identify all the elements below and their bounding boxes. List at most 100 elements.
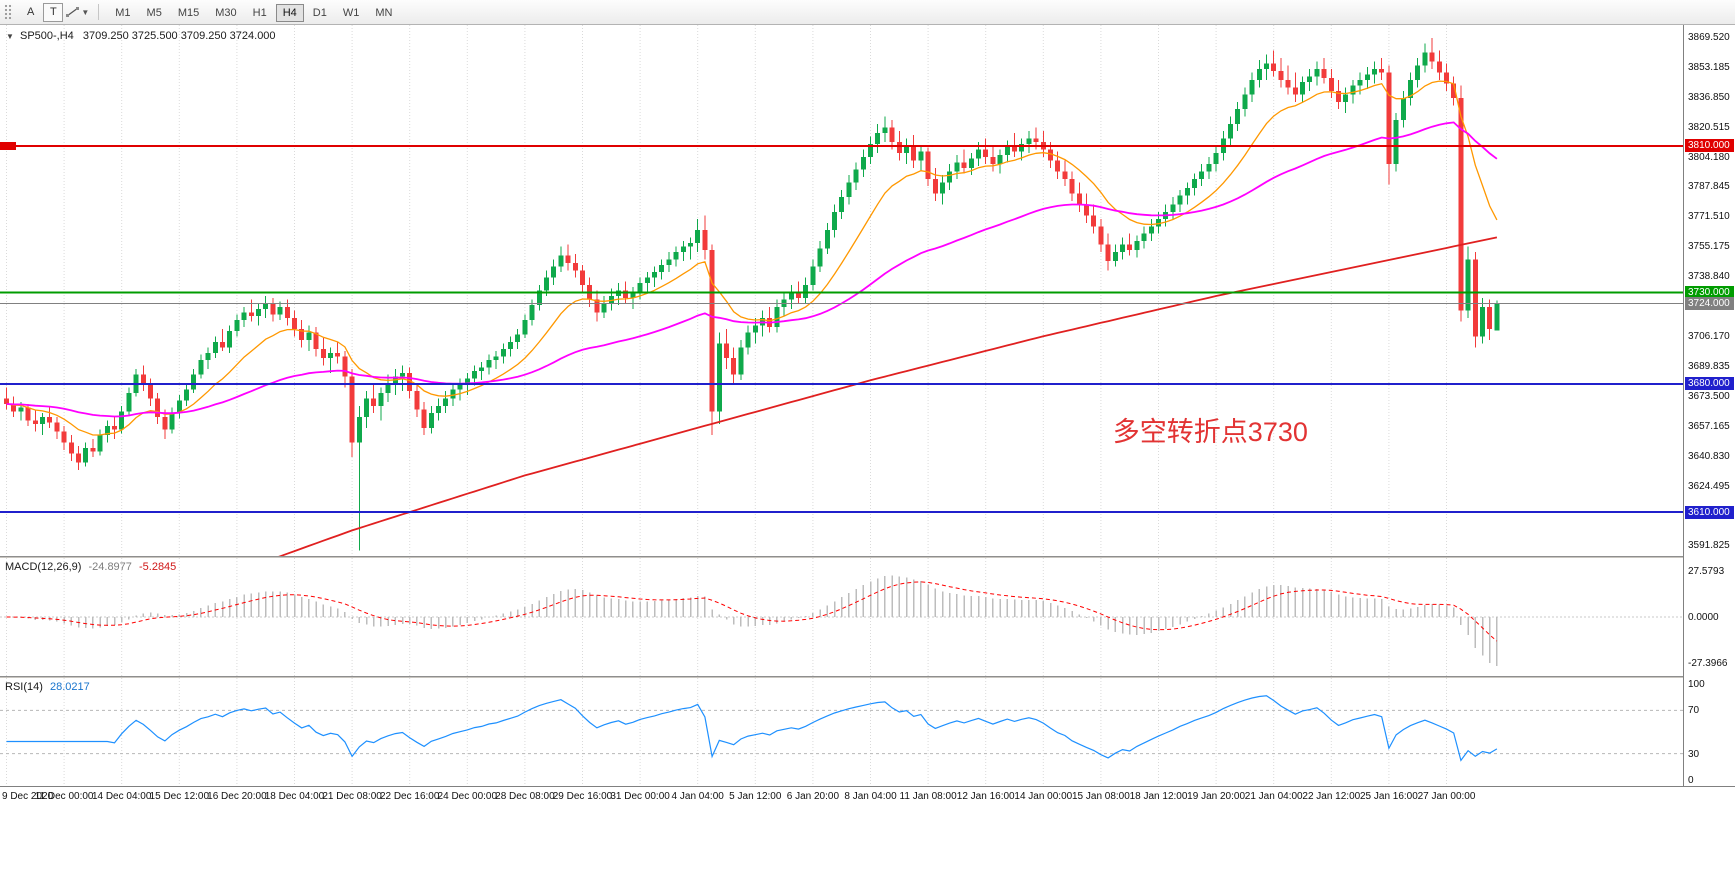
price-tick-label: 3689.835 — [1688, 360, 1730, 372]
time-axis-label: 12 Jan 16:00 — [956, 791, 1015, 802]
time-axis-label: 27 Jan 00:00 — [1417, 791, 1476, 802]
candle-wicks — [6, 37, 1498, 551]
price-tick-label: 3820.515 — [1688, 121, 1730, 133]
candle-bodies — [4, 52, 1500, 463]
time-axis-label: 15 Dec 12:00 — [149, 791, 210, 802]
price-tick-label: 3804.180 — [1688, 151, 1730, 163]
macd-histogram — [12, 575, 1498, 667]
price-tick-label: 3673.500 — [1688, 390, 1730, 402]
annotation-tool-button[interactable]: A — [20, 3, 41, 22]
rsi-header: RSI(14) 28.0217 — [5, 681, 90, 693]
time-axis-label: 22 Dec 16:00 — [379, 791, 440, 802]
time-axis-label: 28 Dec 08:00 — [495, 791, 555, 802]
price-chart-canvas[interactable] — [0, 25, 1683, 556]
text-tool-button[interactable]: T — [43, 2, 64, 22]
toolbar-separator — [98, 4, 100, 20]
time-axis-label: 4 Jan 04:00 — [671, 791, 724, 802]
chart-annotation-text[interactable]: 多空转折点3730 — [1112, 416, 1308, 447]
timeframe-button-d1[interactable]: D1 — [306, 4, 334, 22]
shapes-tool-button[interactable]: ▼ — [65, 2, 90, 23]
price-tick-label: 3869.520 — [1688, 31, 1730, 43]
price-tag-3810.000[interactable]: 3810.000 — [1685, 139, 1734, 153]
price-tick-label: 3738.840 — [1688, 271, 1730, 283]
macd-label: MACD(12,26,9) — [5, 561, 82, 573]
time-axis-label: 22 Jan 12:00 — [1302, 791, 1361, 802]
macd-canvas[interactable] — [0, 558, 1683, 676]
time-axis-label: 25 Jan 16:00 — [1359, 791, 1418, 802]
time-axis-label: 18 Jan 12:00 — [1129, 791, 1188, 802]
time-axis-label: 18 Dec 04:00 — [264, 791, 325, 802]
time-axis-label: 29 Dec 16:00 — [552, 791, 613, 802]
time-axis-label: 14 Dec 04:00 — [91, 791, 152, 802]
time-axis-label: 8 Jan 04:00 — [844, 791, 897, 802]
chart-header: ▼ SP500-,H4 3709.250 3725.500 3709.250 3… — [6, 30, 276, 42]
panel-divider[interactable] — [0, 676, 1735, 678]
chart-ohlc-values: 3709.250 3725.500 3709.250 3724.000 — [82, 30, 276, 42]
macd-value-signal: -5.2845 — [138, 561, 177, 573]
time-axis-label: 11 Dec 00:00 — [34, 791, 94, 802]
price-tick-label: 3706.170 — [1688, 330, 1730, 342]
price-tick-label: 3787.845 — [1688, 181, 1730, 193]
price-tag-3724.000[interactable]: 3724.000 — [1685, 296, 1734, 310]
timeframe-button-m5[interactable]: M5 — [140, 4, 169, 22]
timeframe-button-h4[interactable]: H4 — [275, 3, 304, 22]
macd-axis-label: 27.5793 — [1688, 565, 1725, 577]
rsi-axis-label: 0 — [1688, 775, 1694, 786]
time-axis-label: 31 Dec 00:00 — [610, 791, 670, 802]
price-tick-label: 3624.495 — [1688, 480, 1730, 492]
time-axis-label: 15 Jan 08:00 — [1071, 791, 1130, 802]
time-axis-label: 24 Dec 00:00 — [437, 791, 498, 802]
timeframe-button-h1[interactable]: H1 — [246, 4, 274, 22]
time-axis-label: 16 Dec 20:00 — [207, 791, 267, 802]
macd-signal-line — [6, 581, 1498, 642]
price-tick-label: 3640.830 — [1688, 450, 1730, 462]
time-axis-label: 5 Jan 12:00 — [729, 791, 782, 802]
price-axis[interactable]: 3810.000 3730.000 3724.000 3680.000 3610.000… — [1683, 25, 1735, 786]
rsi-line — [6, 695, 1498, 762]
time-axis-label: 14 Jan 00:00 — [1014, 791, 1073, 802]
horizontal-lines — [0, 144, 1683, 514]
price-tag-3610.000[interactable]: 3610.000 — [1685, 505, 1734, 519]
timeframe-button-mn[interactable]: MN — [368, 4, 399, 22]
time-axis-label: 6 Jan 20:00 — [786, 791, 840, 802]
time-axis-label: 11 Jan 08:00 — [899, 791, 957, 802]
chart-symbol-label: SP500-,H4 — [19, 30, 74, 42]
price-tick-label: 3591.825 — [1688, 540, 1730, 552]
rsi-canvas[interactable] — [0, 678, 1683, 786]
timeframe-button-m30[interactable]: M30 — [208, 4, 243, 22]
timeframe-button-m1[interactable]: M1 — [108, 4, 137, 22]
rsi-value: 28.0217 — [49, 681, 90, 693]
price-tick-label: 3836.850 — [1688, 91, 1730, 103]
panel-divider[interactable] — [0, 556, 1735, 558]
rsi-axis-label: 100 — [1688, 679, 1705, 690]
time-axis-label: 19 Jan 20:00 — [1187, 791, 1246, 802]
toolbar: A T ▼ M1 M5 M15 M30 H1 H4 D1 W1 MN — [0, 0, 1735, 25]
macd-axis-label: 0.0000 — [1688, 612, 1719, 623]
macd-value-main: -24.8977 — [88, 561, 132, 573]
toolbar-drag-handle-icon[interactable] — [4, 4, 13, 20]
rsi-axis-label: 70 — [1688, 705, 1700, 717]
timeframe-button-m15[interactable]: M15 — [171, 4, 206, 22]
date-gridlines — [6, 25, 1447, 556]
time-axis[interactable]: 9 Dec 2020 11 Dec 00:00 14 Dec 04:00 15 Dec… — [0, 786, 1735, 807]
caret-down-icon: ▼ — [81, 7, 90, 17]
price-tag-3730.000[interactable]: 3730.000 — [1685, 285, 1734, 299]
trendline-icon — [66, 7, 80, 17]
hline-left-marker[interactable] — [0, 141, 16, 150]
time-axis-label: 21 Jan 04:00 — [1244, 791, 1303, 802]
timeframe-toolbar: M1 M5 M15 M30 H1 H4 D1 W1 MN — [107, 3, 400, 22]
time-axis-label: 21 Dec 08:00 — [322, 791, 382, 802]
date-gridlines — [6, 678, 1447, 786]
rsi-axis-label: 30 — [1688, 748, 1700, 760]
price-tick-label: 3853.185 — [1688, 61, 1730, 73]
chart-collapse-arrow-icon[interactable]: ▼ — [6, 32, 14, 41]
price-tag-3680.000[interactable]: 3680.000 — [1685, 377, 1734, 391]
price-tick-label: 3657.165 — [1688, 420, 1730, 432]
macd-header: MACD(12,26,9) -24.8977 -5.2845 — [5, 561, 176, 573]
macd-axis-label: -27.3966 — [1688, 658, 1728, 670]
price-tick-label: 3771.510 — [1688, 211, 1730, 223]
timeframe-button-w1[interactable]: W1 — [336, 4, 367, 22]
time-axis-label: 9 Dec 2020 — [2, 791, 54, 802]
price-tick-label: 3755.175 — [1688, 241, 1730, 253]
